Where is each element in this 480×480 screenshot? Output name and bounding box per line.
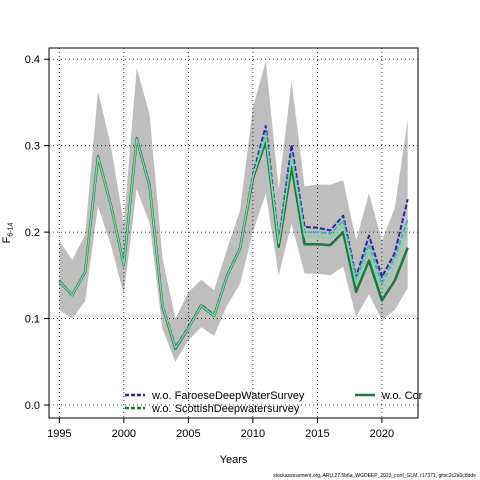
y-axis-title: F6-14	[1, 223, 15, 244]
x-tick-label: 2010	[241, 428, 265, 440]
legend-label: w.o. FaroeseDeepWaterSurvey	[151, 390, 305, 402]
x-tick-label: 2000	[112, 428, 136, 440]
x-tick-label: 2015	[305, 428, 329, 440]
confidence-band-layer	[59, 61, 408, 362]
footnote: stockassessment.org, ARU.27.5b6a_WGDEEP_…	[273, 473, 476, 479]
y-axis-title-sub: 6-14	[8, 223, 15, 237]
x-tick-label: 1995	[47, 428, 71, 440]
x-tick-label: 2020	[370, 428, 394, 440]
y-tick-label: 0.2	[25, 227, 40, 239]
axes-layer: 1995 2000 2005 2010 2015 2020 0.0 0.1 0.2 0.3 0.4	[25, 54, 394, 440]
plot-border	[48, 47, 419, 419]
y-axis-title-main: F	[1, 236, 13, 243]
y-tick-label: 0.3	[25, 141, 40, 153]
series-line	[58, 136, 409, 349]
x-axis-title: Years	[220, 454, 248, 466]
legend-label: w.o. Cor	[381, 390, 423, 402]
y-tick-label: 0.4	[25, 54, 40, 66]
y-tick-label: 0.1	[25, 314, 40, 326]
y-tick-label: 0.0	[25, 400, 40, 412]
series-lines-layer	[58, 124, 409, 351]
legend-label: w.o. ScottishDeepwatersurvey	[151, 403, 300, 415]
x-tick-label: 2005	[176, 428, 200, 440]
confidence-band	[59, 61, 408, 362]
